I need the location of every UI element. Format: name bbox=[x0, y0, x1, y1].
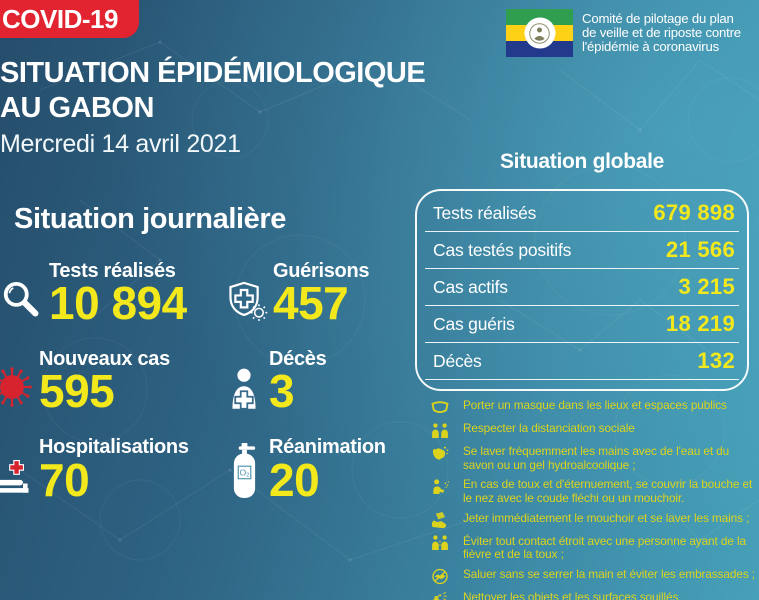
daily-stats-grid: Tests réalisés 10 894 bbox=[0, 260, 414, 502]
gabon-flag-logo bbox=[506, 9, 573, 57]
list-item: Éviter tout contact étroit avec une pers… bbox=[429, 533, 757, 562]
table-row: Cas actifs 3 215 bbox=[425, 269, 739, 306]
committee-line-2: de veille et de riposte contre bbox=[582, 24, 741, 40]
table-row: Cas testés positifs 21 566 bbox=[425, 232, 739, 269]
no-handshake-icon bbox=[429, 567, 450, 585]
stat-value: 10 894 bbox=[49, 277, 187, 330]
clean-surfaces-icon bbox=[429, 590, 450, 600]
tissue-disposal-icon bbox=[429, 511, 450, 529]
stat-label: Décès bbox=[269, 348, 327, 371]
stat-value: 20 bbox=[269, 453, 320, 506]
recommendations-list: Porter un masque dans les lieux et espac… bbox=[429, 397, 757, 600]
report-date: Mercredi 14 avril 2021 bbox=[0, 130, 241, 158]
row-value: 18 219 bbox=[665, 311, 735, 336]
global-situation-section: Situation globale Tests réalisés 679 898… bbox=[415, 150, 749, 391]
oxygen-tank-icon: O₂ bbox=[224, 443, 264, 499]
list-item: Nettoyer les objets et les surfaces soui… bbox=[429, 589, 757, 600]
list-item: Respecter la distanciation sociale bbox=[429, 420, 757, 439]
row-label: Cas actifs bbox=[433, 276, 508, 297]
stat-tests: Tests réalisés 10 894 bbox=[0, 260, 224, 326]
table-row: Tests réalisés 679 898 bbox=[425, 195, 739, 232]
hand-washing-icon bbox=[429, 444, 450, 462]
global-situation-heading: Situation globale bbox=[499, 150, 665, 173]
flag-stripe-green bbox=[506, 9, 573, 25]
shield-cross-icon bbox=[224, 279, 268, 323]
recommendation-text: Porter un masque dans les lieux et espac… bbox=[463, 398, 727, 412]
stat-deaths: Décès 3 bbox=[224, 348, 414, 414]
committee-title: Comité de pilotage du plan de veille et … bbox=[582, 10, 741, 55]
committee-block: Comité de pilotage du plan de veille et … bbox=[506, 9, 741, 57]
svg-text:O₂: O₂ bbox=[239, 468, 249, 478]
stat-hospitalisations: Hospitalisations 70 bbox=[0, 436, 224, 502]
hospital-bed-icon bbox=[0, 457, 34, 499]
stat-recoveries: Guérisons 457 bbox=[224, 260, 414, 326]
row-value: 679 898 bbox=[653, 200, 735, 225]
daily-situation-section: Situation journalière Tests réalisés 10 … bbox=[0, 203, 414, 502]
stat-label: Nouveaux cas bbox=[39, 348, 170, 371]
committee-line-1: Comité de pilotage du plan bbox=[582, 10, 734, 26]
daily-situation-heading: Situation journalière bbox=[14, 203, 286, 235]
row-value: 21 566 bbox=[665, 237, 735, 262]
flag-stripe-blue bbox=[506, 41, 573, 57]
covid-banner-label: COVID-19 bbox=[2, 3, 118, 34]
page-title: SITUATION ÉPIDÉMIOLOGIQUE AU GABON Mercr… bbox=[0, 56, 426, 159]
global-situation-table: Tests réalisés 679 898 Cas testés positi… bbox=[415, 189, 749, 391]
list-item: Jeter immédiatement le mouchoir et se la… bbox=[429, 510, 757, 529]
list-item: Saluer sans se serrer la main et éviter … bbox=[429, 566, 757, 585]
list-item: Se laver fréquemment les mains avec de l… bbox=[429, 443, 757, 472]
stat-value: 595 bbox=[39, 365, 115, 418]
list-item: Porter un masque dans les lieux et espac… bbox=[429, 397, 757, 416]
row-label: Décès bbox=[433, 350, 482, 371]
mask-icon bbox=[429, 398, 450, 416]
recommendation-text: Jeter immédiatement le mouchoir et se la… bbox=[463, 510, 750, 525]
row-value: 132 bbox=[697, 348, 735, 373]
stat-label: Tests réalisés bbox=[49, 260, 176, 282]
recommendation-text: Respecter la distanciation sociale bbox=[463, 421, 635, 435]
title-line-1: SITUATION ÉPIDÉMIOLOGIQUE bbox=[0, 57, 426, 89]
row-label: Tests réalisés bbox=[433, 202, 537, 223]
covid-banner: COVID-19 bbox=[0, 0, 139, 38]
gabon-seal-icon bbox=[524, 17, 555, 49]
social-distancing-icon bbox=[429, 421, 450, 439]
title-line-2: AU GABON bbox=[0, 92, 154, 124]
stat-value: 3 bbox=[269, 365, 295, 418]
committee-line-3: l'épidémie à coronavirus bbox=[582, 39, 719, 55]
row-label: Cas testés positifs bbox=[433, 239, 572, 260]
list-item: En cas de toux et d'éternuement, se couv… bbox=[429, 476, 757, 505]
recommendation-text: En cas de toux et d'éternuement, se couv… bbox=[463, 477, 753, 506]
person-cross-icon bbox=[224, 367, 264, 411]
recommendation-text: Saluer sans se serrer la main et éviter … bbox=[463, 567, 755, 582]
table-row: Décès 132 bbox=[425, 343, 739, 380]
stat-label: Réanimation bbox=[269, 436, 386, 459]
recommendation-text: Nettoyer les objets et les surfaces soui… bbox=[463, 590, 682, 600]
cough-elbow-icon bbox=[429, 477, 450, 495]
virus-icon bbox=[0, 363, 34, 411]
recommendation-text: Éviter tout contact étroit avec une pers… bbox=[463, 533, 746, 562]
stat-value: 70 bbox=[39, 453, 90, 506]
stat-label: Guérisons bbox=[273, 260, 370, 282]
stat-new-cases: Nouveaux cas 595 bbox=[0, 348, 224, 414]
stat-label: Hospitalisations bbox=[39, 436, 189, 459]
stat-intensive-care: O₂ Réanimation 20 bbox=[224, 436, 414, 502]
row-value: 3 215 bbox=[678, 274, 735, 299]
table-row: Cas guéris 18 219 bbox=[425, 306, 739, 343]
avoid-contact-icon bbox=[429, 534, 450, 552]
recommendation-text: Se laver fréquemment les mains avec de l… bbox=[463, 444, 730, 472]
row-label: Cas guéris bbox=[433, 313, 515, 334]
stat-value: 457 bbox=[273, 277, 349, 330]
magnifier-icon bbox=[0, 281, 44, 323]
